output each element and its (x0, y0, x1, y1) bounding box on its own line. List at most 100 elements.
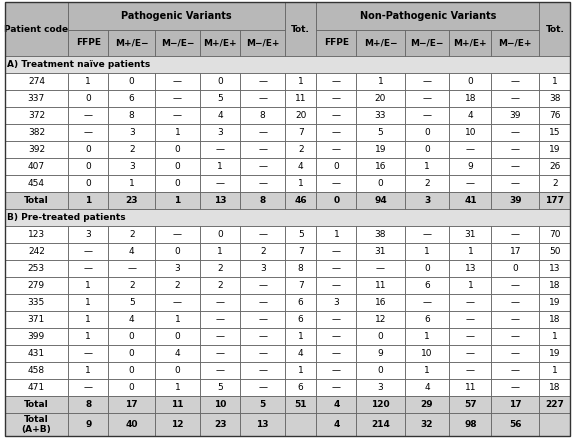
Bar (450, 413, 492, 436)
Bar (200, 243, 240, 260)
Text: —: — (332, 179, 341, 188)
Bar (5, 396, 68, 413)
Text: 18: 18 (549, 383, 561, 392)
Bar (109, 413, 155, 436)
Text: 2: 2 (260, 247, 266, 256)
Bar (356, 311, 405, 328)
Text: —: — (332, 383, 341, 392)
Bar (155, 73, 200, 90)
Bar (240, 260, 285, 277)
Bar (200, 73, 240, 90)
Bar (200, 30, 240, 56)
Text: 1: 1 (467, 281, 473, 290)
Text: Total
(A+B): Total (A+B) (21, 415, 51, 434)
Bar (200, 379, 240, 396)
Bar (492, 192, 539, 209)
Bar (109, 30, 155, 56)
Bar (240, 192, 285, 209)
Bar (285, 107, 316, 124)
Text: 1: 1 (298, 366, 304, 375)
Text: 19: 19 (549, 298, 561, 307)
Text: 11: 11 (465, 383, 476, 392)
Bar (405, 124, 450, 141)
Text: 4: 4 (175, 350, 180, 358)
Bar (450, 226, 492, 243)
Bar (492, 73, 539, 90)
Text: Total: Total (24, 400, 49, 410)
Text: 458: 458 (28, 366, 45, 375)
Bar (285, 413, 316, 436)
Bar (492, 379, 539, 396)
Bar (109, 362, 155, 379)
Bar (68, 175, 109, 192)
Text: 1: 1 (552, 366, 558, 375)
Text: 0: 0 (424, 264, 430, 273)
Text: —: — (216, 366, 225, 375)
Text: 3: 3 (86, 230, 91, 239)
Text: —: — (216, 315, 225, 324)
Text: 20: 20 (295, 111, 306, 120)
Text: —: — (258, 162, 267, 171)
Text: 0: 0 (424, 128, 430, 137)
Bar (5, 345, 68, 362)
Bar (5, 73, 68, 90)
Bar (356, 413, 405, 436)
Text: —: — (423, 77, 431, 86)
Bar (155, 413, 200, 436)
Text: 6: 6 (129, 94, 135, 103)
Bar (155, 396, 200, 413)
Text: 51: 51 (294, 400, 307, 410)
Bar (5, 277, 68, 294)
Bar (109, 396, 155, 413)
Text: —: — (84, 111, 93, 120)
Bar (285, 2, 316, 56)
Bar (539, 124, 570, 141)
Bar (316, 124, 356, 141)
Text: 6: 6 (298, 315, 304, 324)
Text: 31: 31 (465, 230, 476, 239)
Text: 3: 3 (217, 128, 223, 137)
Bar (450, 294, 492, 311)
Bar (285, 141, 316, 158)
Text: —: — (332, 264, 341, 273)
Text: —: — (332, 350, 341, 358)
Bar (240, 277, 285, 294)
Text: M+/E+: M+/E+ (203, 39, 237, 47)
Text: —: — (258, 315, 267, 324)
Text: 17: 17 (509, 247, 521, 256)
Text: —: — (258, 350, 267, 358)
Bar (405, 260, 450, 277)
Text: 0: 0 (129, 366, 135, 375)
Bar (316, 141, 356, 158)
Bar (5, 56, 570, 73)
Text: 1: 1 (552, 332, 558, 341)
Bar (5, 175, 68, 192)
Text: 1: 1 (86, 332, 91, 341)
Bar (356, 226, 405, 243)
Text: 9: 9 (467, 162, 473, 171)
Text: —: — (84, 128, 93, 137)
Text: —: — (258, 366, 267, 375)
Bar (405, 90, 450, 107)
Text: 399: 399 (28, 332, 45, 341)
Bar (316, 345, 356, 362)
Text: —: — (84, 264, 93, 273)
Text: 454: 454 (28, 179, 45, 188)
Bar (109, 141, 155, 158)
Text: 177: 177 (546, 196, 565, 205)
Text: 431: 431 (28, 350, 45, 358)
Text: 1: 1 (86, 298, 91, 307)
Text: Non-Pathogenic Variants: Non-Pathogenic Variants (359, 11, 496, 21)
Bar (405, 413, 450, 436)
Text: 9: 9 (378, 350, 384, 358)
Bar (356, 30, 405, 56)
Text: 20: 20 (375, 94, 386, 103)
Text: 5: 5 (129, 298, 135, 307)
Bar (240, 413, 285, 436)
Bar (240, 294, 285, 311)
Text: —: — (511, 298, 520, 307)
Bar (155, 294, 200, 311)
Bar (200, 277, 240, 294)
Bar (68, 30, 109, 56)
Text: 1: 1 (424, 162, 430, 171)
